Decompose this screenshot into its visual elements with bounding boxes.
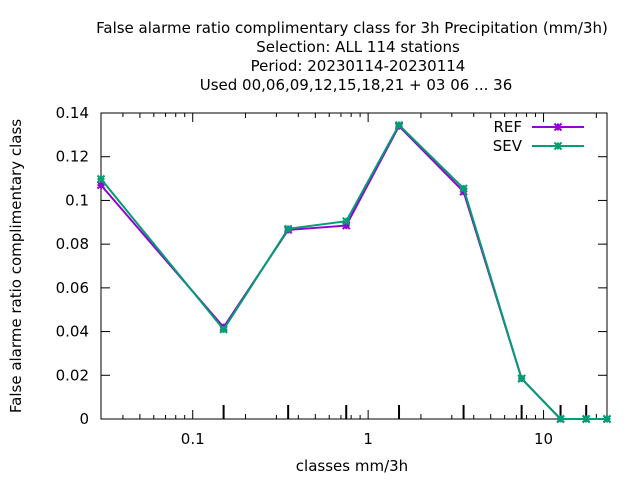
x-axis-label: classes mm/3h [296, 457, 408, 475]
y-tick-label: 0.08 [56, 235, 89, 253]
data-point [517, 374, 526, 383]
y-tick-label: 0.06 [56, 279, 89, 297]
legend-label: SEV [493, 137, 523, 155]
data-point [459, 184, 468, 193]
y-tick-label: 0.12 [56, 148, 89, 166]
y-tick-label: 0.1 [65, 191, 89, 209]
title-line-4: Used 00,06,09,12,15,18,21 + 03 06 ... 36 [200, 76, 513, 94]
data-point [342, 216, 351, 226]
y-axis: 0 0.02 0.04 0.06 0.08 0.1 0.12 0.14 [56, 104, 607, 428]
title-line-3: Period: 20230114-20230114 [251, 57, 466, 75]
chart-title: False alarme ratio complimentary class f… [96, 19, 608, 94]
data-point [283, 224, 293, 234]
x-tick-label: 1 [363, 430, 373, 448]
data-point [553, 141, 563, 151]
x-tick-label: 0.1 [181, 430, 205, 448]
legend-label: REF [493, 118, 522, 136]
title-line-1: False alarme ratio complimentary class f… [96, 19, 608, 37]
series-sev [96, 120, 612, 424]
plot-frame [100, 112, 608, 420]
data-point [394, 120, 404, 130]
y-tick-label: 0.04 [56, 323, 89, 341]
y-tick-label: 0.14 [56, 104, 89, 122]
series-ref [96, 121, 612, 424]
series-line [100, 123, 607, 420]
title-line-2: Selection: ALL 114 stations [256, 38, 460, 56]
data-point [556, 414, 565, 424]
data-point [553, 122, 563, 132]
y-axis-label: False alarme ratio complimentary class [7, 119, 25, 413]
series-layer [96, 120, 612, 424]
y-tick-label: 0 [79, 410, 89, 428]
data-point [581, 414, 591, 424]
data-point [602, 414, 612, 424]
x-axis: 0.1 1 10 [122, 113, 597, 448]
x-tick-label: 10 [534, 430, 553, 448]
data-point [96, 174, 106, 184]
y-tick-label: 0.02 [56, 366, 89, 384]
data-point [219, 325, 228, 334]
